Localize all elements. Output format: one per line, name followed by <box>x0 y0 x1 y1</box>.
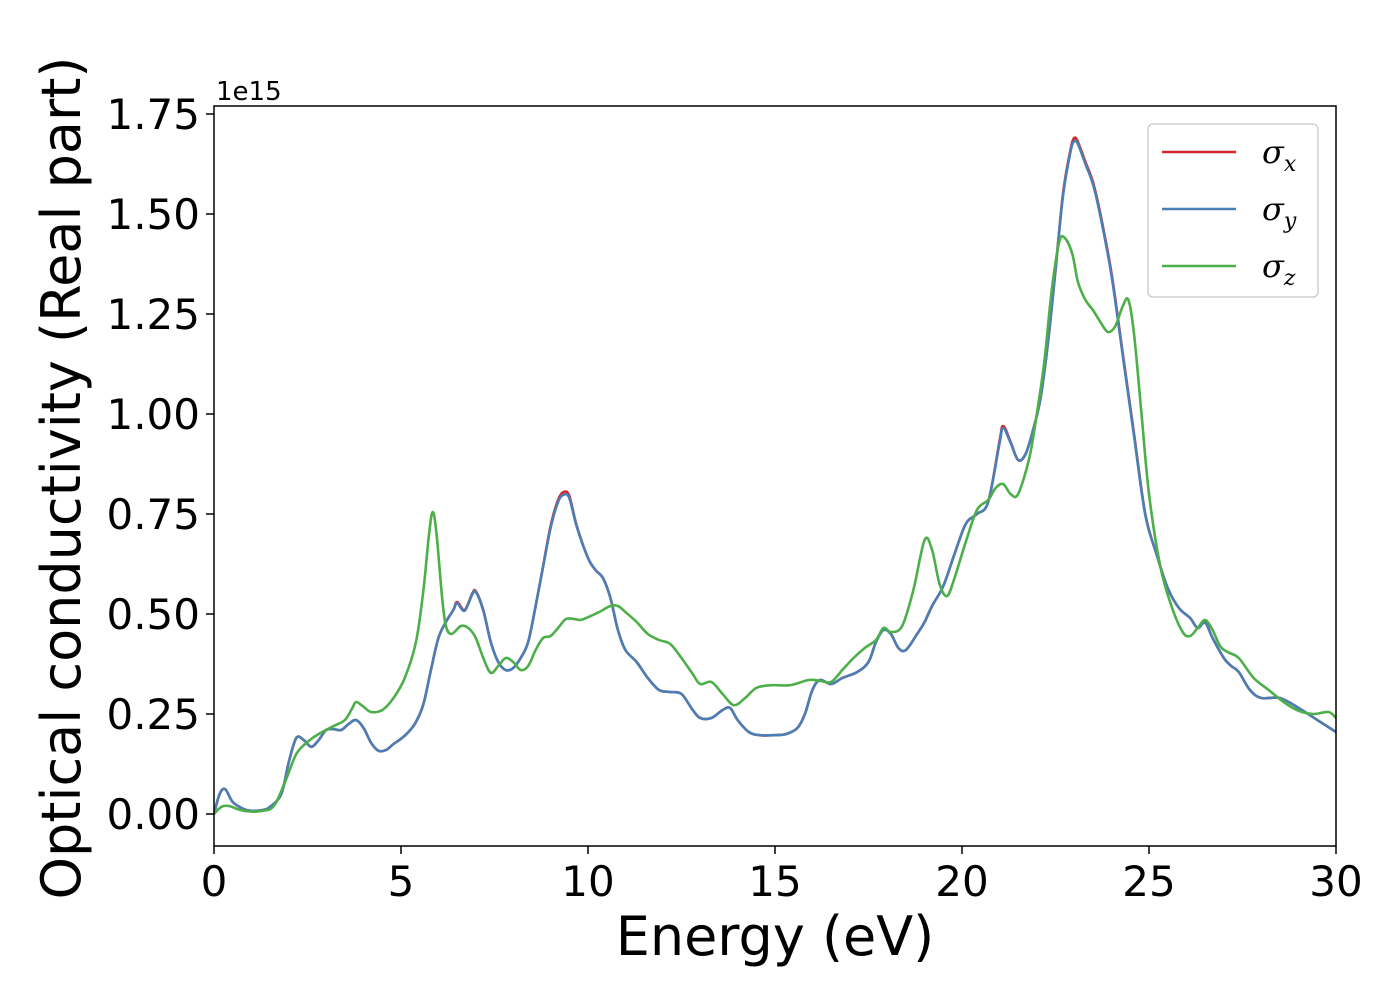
y-axis-ticks: 0.00 0.25 0.50 0.75 1.00 1.25 1.50 1.75 <box>106 90 214 839</box>
x-tick-label: 30 <box>1309 857 1362 906</box>
y-tick-label: 0.25 <box>106 690 200 739</box>
x-tick-label: 20 <box>935 857 988 906</box>
x-tick-label: 10 <box>561 857 614 906</box>
y-tick-label: 0.75 <box>106 490 200 539</box>
x-tick-label: 5 <box>388 857 415 906</box>
y-tick-label: 0.00 <box>106 790 200 839</box>
series-line-z <box>213 234 1337 815</box>
x-tick-label: 25 <box>1122 857 1175 906</box>
x-tick-label: 15 <box>748 857 801 906</box>
y-tick-label: 1.50 <box>106 190 200 239</box>
x-tick-label: 0 <box>201 857 228 906</box>
x-axis-label: Energy (eV) <box>616 905 935 968</box>
y-tick-label: 0.50 <box>106 590 200 639</box>
y-tick-label: 1.75 <box>106 90 200 139</box>
y-tick-label: 1.00 <box>106 390 200 439</box>
x-axis-ticks: 0 5 10 15 20 25 30 <box>201 846 1363 906</box>
legend-box <box>1147 123 1319 298</box>
series-layer <box>212 136 1337 815</box>
y-tick-label: 1.25 <box>106 290 200 339</box>
series-line-y <box>212 139 1337 815</box>
y-axis-offset-label: 1e15 <box>216 77 282 107</box>
y-axis-label: Optical conductivity (Real part) <box>30 57 93 900</box>
